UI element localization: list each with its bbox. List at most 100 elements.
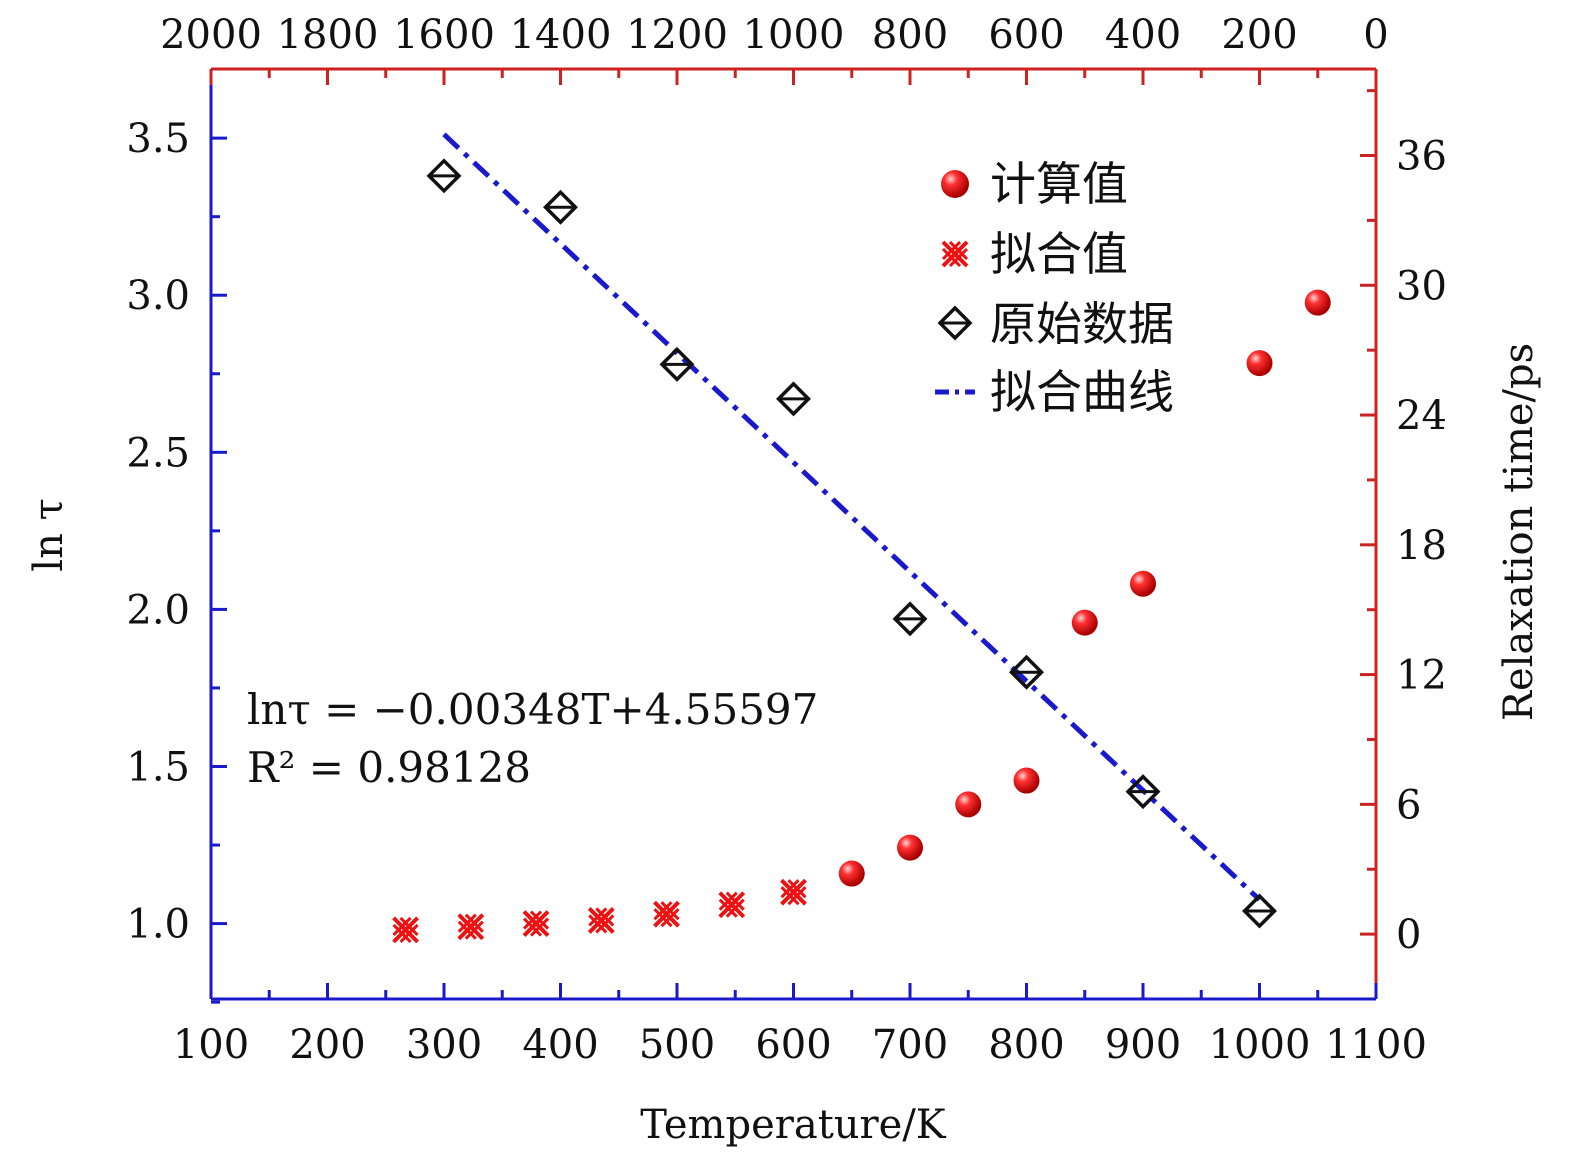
cross-stroke: [587, 907, 615, 934]
cross-stroke: [787, 879, 807, 899]
right-tick-label: 18: [1396, 523, 1447, 569]
diamond-shape: [776, 381, 811, 417]
raw-point: [1242, 893, 1277, 929]
cross-stroke: [588, 907, 608, 927]
cross-stroke: [718, 898, 738, 918]
cross-stroke: [522, 910, 543, 930]
cross-stroke: [392, 916, 412, 936]
fit-equation: lnτ = −0.00348T+4.55597: [247, 685, 818, 734]
cross-stroke: [588, 914, 608, 934]
diamond-shape: [543, 189, 578, 225]
computed-point: [1304, 289, 1331, 316]
cross-stroke: [725, 898, 745, 918]
diamond-shape: [892, 601, 928, 637]
bottom-tick-label: 500: [639, 1022, 715, 1068]
diamond-shape: [1009, 654, 1044, 690]
cross-stroke: [780, 886, 800, 906]
diamond-shape: [426, 158, 462, 194]
bottom-tick-label: 1100: [1325, 1022, 1427, 1068]
diamond-shape: [659, 346, 695, 382]
right-tick-label: 12: [1396, 653, 1447, 699]
cross-stroke: [941, 247, 962, 268]
left-tick-label: 3.5: [126, 116, 190, 162]
cross-stroke: [595, 907, 615, 927]
cross-stroke: [529, 917, 550, 937]
fitted-point: [457, 913, 485, 941]
cross-stroke: [392, 916, 419, 944]
right-tick-label: 24: [1396, 393, 1447, 439]
top-tick-label: 1400: [510, 12, 612, 58]
legend-fit-line-label: 拟合曲线: [990, 365, 1174, 419]
top-tick-label: 200: [1221, 12, 1297, 58]
left-tick-label: 2.0: [126, 587, 190, 633]
tick-marks: [209, 69, 1378, 1004]
top-tick-label: 1000: [743, 12, 845, 58]
top-tick-label: 1800: [277, 12, 379, 58]
diamond-shape: [937, 305, 973, 341]
legend-fitted-label: 拟合值: [990, 227, 1128, 281]
legend-computed-label: 计算值: [990, 157, 1128, 211]
cross-stroke: [464, 920, 484, 940]
legend-cross: [941, 240, 969, 268]
computed-point: [1130, 570, 1156, 597]
cross-stroke: [653, 908, 673, 928]
cross-stroke: [522, 910, 550, 938]
bottom-tick-label: 100: [173, 1022, 249, 1068]
cross-stroke: [787, 886, 807, 906]
legend-fitted-marker: [941, 240, 969, 268]
raw-point: [892, 601, 928, 637]
bottom-tick-label: 300: [406, 1022, 482, 1068]
top-tick-label: 600: [988, 12, 1064, 58]
bottom-tick-label: 700: [872, 1022, 948, 1068]
cross-stroke: [941, 240, 969, 268]
top-tick-label: 1200: [626, 12, 728, 58]
legend: 计算值 拟合值 原始数据 拟合曲线: [935, 157, 1174, 419]
cross-stroke: [522, 917, 543, 937]
data-series: [392, 132, 1331, 944]
raw-point: [659, 346, 695, 382]
top-tick-label: 0: [1363, 12, 1388, 58]
cross-stroke: [948, 247, 969, 268]
cross-stroke: [457, 920, 477, 940]
right-tick-label: 0: [1396, 912, 1421, 958]
computed-point: [897, 834, 923, 861]
left-tick-label: 2.5: [126, 430, 190, 476]
cross-stroke: [725, 891, 745, 911]
left-axis-title: ln τ: [26, 498, 72, 571]
fitted-point: [718, 891, 746, 919]
computed-point: [838, 860, 865, 887]
legend-raw-label: 原始数据: [990, 297, 1174, 351]
legend-raw-marker: [937, 305, 973, 341]
bottom-tick-label: 200: [289, 1022, 365, 1068]
axes-frame: [209, 67, 1378, 1001]
cross-stroke: [653, 900, 680, 928]
cross-stroke: [780, 879, 800, 899]
computed-point: [1246, 350, 1273, 377]
raw-point: [543, 189, 578, 225]
x-axis-title: Temperature/K: [640, 1102, 947, 1148]
cross-stroke: [464, 913, 484, 933]
right-axis-title: Relaxation time/ps: [1496, 343, 1542, 721]
cross-stroke: [718, 891, 746, 919]
cross-stroke: [595, 914, 615, 934]
diamond-shape: [1125, 774, 1161, 810]
fitted-point: [780, 878, 807, 906]
legend-computed-marker: [941, 170, 969, 198]
raw-point: [1125, 774, 1161, 810]
raw-point: [426, 158, 462, 194]
computed-point: [1071, 609, 1098, 636]
left-tick-label: 3.0: [126, 273, 190, 319]
bottom-tick-label: 600: [755, 1022, 831, 1068]
cross-stroke: [653, 901, 673, 921]
top-tick-label: 2000: [160, 12, 262, 58]
bottom-tick-label: 400: [522, 1022, 598, 1068]
fitted-point: [653, 900, 680, 928]
left-tick-label: 1.0: [126, 902, 190, 948]
right-tick-label: 6: [1396, 782, 1421, 828]
cross-stroke: [660, 908, 680, 928]
raw-point: [1009, 654, 1044, 690]
bottom-tick-label: 900: [1105, 1022, 1181, 1068]
cross-stroke: [948, 240, 969, 261]
left-tick-label: 1.5: [126, 745, 190, 791]
